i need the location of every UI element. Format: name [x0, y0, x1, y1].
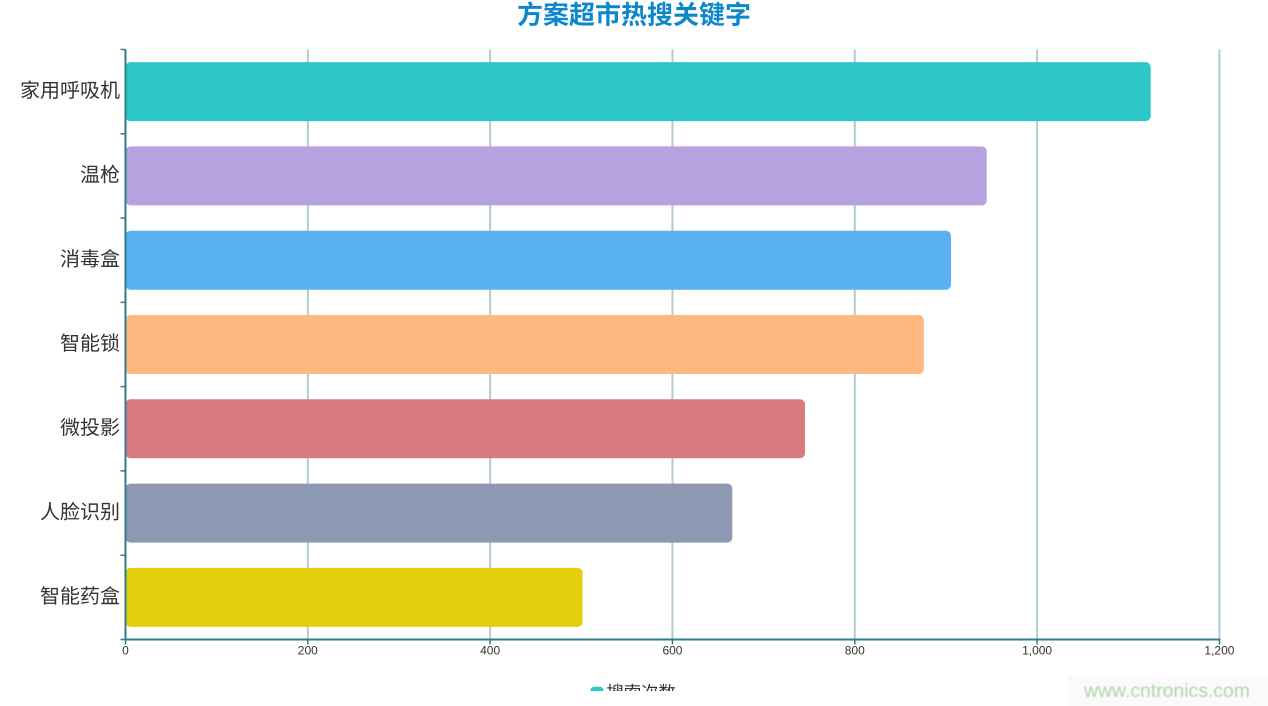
svg-text:1,000: 1,000 [1022, 643, 1052, 657]
svg-text:600: 600 [662, 643, 682, 657]
svg-text:400: 400 [480, 643, 500, 657]
svg-text:1,200: 1,200 [1204, 643, 1234, 657]
svg-text:200: 200 [298, 643, 318, 657]
svg-text:0: 0 [122, 643, 129, 657]
svg-text:www.cntronics.com: www.cntronics.com [1083, 680, 1250, 702]
svg-text:800: 800 [845, 643, 865, 657]
